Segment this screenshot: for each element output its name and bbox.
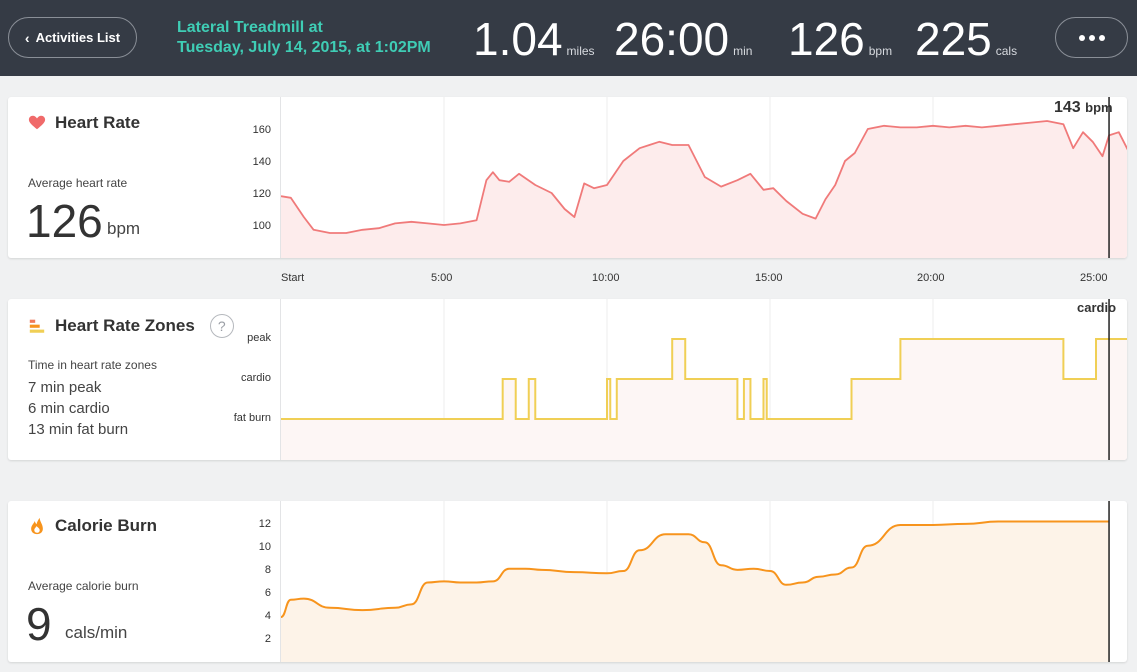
heart-icon [28,115,46,130]
x-tick-label: 25:00 [1080,272,1108,284]
stat-heart-rate-value: 126 [788,13,865,65]
hr-marker-unit: bpm [1085,100,1113,115]
heart-rate-card: Heart Rate Average heart rate 126 bpm 16… [8,97,1127,258]
hr-marker-label: 143 bpm [1054,99,1113,117]
heart-rate-area [281,121,1127,258]
zone-y-tick: cardio [241,372,271,384]
x-tick-label: Start [281,272,305,284]
more-dots-icon [1098,34,1105,41]
zone-peak-time: 7 min peak [28,379,102,396]
heart-rate-chart[interactable] [281,97,1127,258]
activity-title: Lateral Treadmill at Tuesday, July 14, 2… [177,18,431,58]
zone-y-tick: peak [247,332,271,344]
avg-calorie-label: Average calorie burn [28,579,139,593]
back-button-label: Activities List [35,30,121,45]
zones-area [281,339,1127,460]
cal-y-tick: 10 [258,541,271,553]
heart-rate-zones-chart[interactable] [281,299,1127,460]
stat-heart-rate: 126 bpm [788,12,892,66]
x-tick-label: 5:00 [431,272,453,284]
stat-distance-value: 1.04 [473,13,563,65]
hr-marker-value: 143 [1054,99,1081,116]
cal-y-tick: 12 [258,518,271,530]
stat-calories-value: 225 [915,13,992,65]
heart-rate-title-text: Heart Rate [55,113,141,132]
heart-rate-zones-card: Heart Rate Zones ? Time in heart rate zo… [8,299,1127,460]
zone-fat-burn-time: 13 min fat burn [28,421,129,438]
heart-rate-line [281,120,1127,234]
more-dots-icon [1078,34,1085,41]
calorie-area [281,521,1110,662]
activity-title-line2: Tuesday, July 14, 2015, at 1:02PM [177,39,431,56]
cal-y-tick: 4 [264,610,271,622]
stat-duration-unit: min [733,44,753,58]
zone-marker-label: cardio [1077,300,1117,315]
stat-duration: 26:00 min [614,12,752,66]
zone-cardio-time: 6 min cardio [28,400,110,417]
activities-list-button[interactable]: ‹ Activities List [8,17,137,58]
chevron-left-icon: ‹ [24,29,30,46]
zones-sub-label: Time in heart rate zones [28,358,157,372]
cal-y-tick: 6 [264,587,271,599]
avg-calorie-value: 9 [26,598,52,650]
more-options-button[interactable] [1055,17,1128,58]
avg-calorie-unit: cals/min [65,623,128,642]
calorie-title-text: Calorie Burn [55,516,158,535]
stat-duration-value: 26:00 [614,13,730,65]
hr-y-tick: 140 [252,156,271,168]
calorie-summary: Calorie Burn Average calorie burn 9 cals… [8,501,281,662]
flame-icon [31,517,43,535]
cal-y-tick: 2 [264,633,271,645]
avg-heart-rate-value: 126 [26,195,103,247]
stat-calories: 225 cals [915,12,1017,66]
avg-heart-rate-label: Average heart rate [28,176,128,190]
avg-heart-rate-unit: bpm [107,219,141,238]
stat-distance: 1.04 miles [473,12,595,66]
calorie-burn-card: Calorie Burn Average calorie burn 9 cals… [8,501,1127,662]
zones-summary: Heart Rate Zones ? Time in heart rate zo… [8,299,281,460]
zones-bar-icon [29,319,45,333]
stat-heart-rate-unit: bpm [868,44,893,58]
zones-line [281,338,1127,420]
help-icon[interactable]: ? [209,314,234,338]
activity-title-line1: Lateral Treadmill at [177,19,323,36]
more-dots-icon [1088,34,1095,41]
calorie-burn-chart[interactable] [281,501,1127,662]
x-tick-label: 10:00 [592,272,620,284]
stat-calories-unit: cals [995,44,1018,58]
hr-y-tick: 100 [252,220,271,232]
hr-y-tick: 160 [252,124,271,136]
calorie-line [281,520,1110,618]
stat-distance-unit: miles [566,44,595,58]
cal-y-tick: 8 [264,564,271,576]
zones-title-text: Heart Rate Zones [55,316,195,335]
calorie-title: Calorie Burn [28,516,157,536]
activity-header: ‹ Activities List Lateral Treadmill at T… [0,0,1137,76]
heart-rate-summary: Heart Rate Average heart rate 126 bpm [8,97,281,258]
zones-title: Heart Rate Zones ? [28,314,234,338]
heart-rate-title: Heart Rate [28,113,140,133]
hr-y-tick: 120 [252,188,271,200]
zone-y-tick: fat burn [233,412,271,424]
x-tick-label: 15:00 [755,272,783,284]
x-tick-label: 20:00 [917,272,945,284]
